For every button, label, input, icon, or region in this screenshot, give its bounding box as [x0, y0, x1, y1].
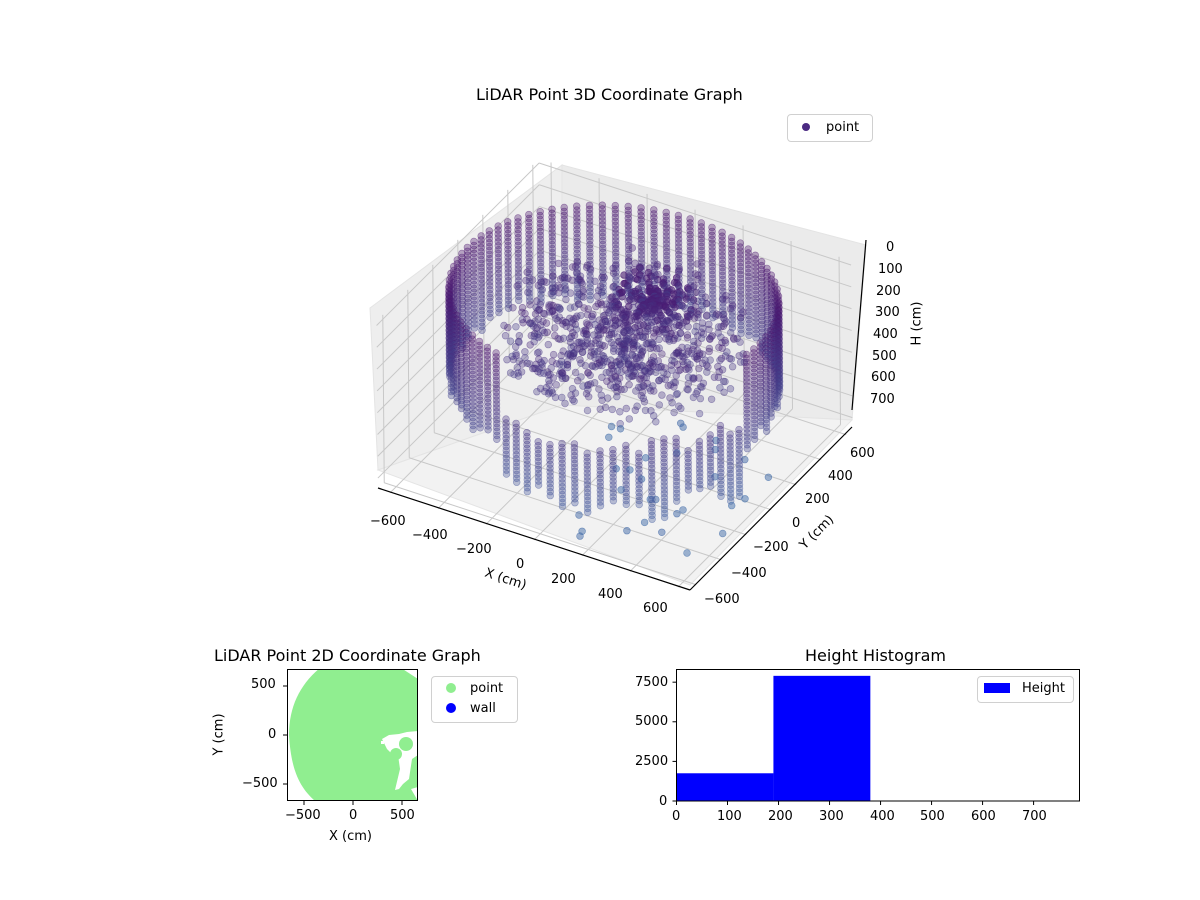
y-tick: −400: [731, 566, 767, 581]
legend-label: point: [826, 119, 860, 135]
x-tick: 400: [870, 809, 895, 824]
histogram-bar: [676, 773, 774, 801]
x-tick: −600: [370, 514, 406, 529]
y-tick: −200: [753, 540, 789, 555]
x-tick: −200: [456, 542, 492, 557]
z-tick: 700: [870, 392, 895, 407]
y-tick: 600: [850, 446, 875, 461]
z-tick: 300: [875, 305, 900, 320]
z-tick: 500: [872, 349, 897, 364]
legend-item-point: point: [788, 117, 872, 137]
z-tick: 600: [871, 370, 896, 385]
x-tick: 200: [768, 809, 793, 824]
y-tick: −600: [704, 592, 740, 607]
x-tick: −400: [412, 528, 448, 543]
x-tick: 200: [551, 572, 576, 587]
z-axis-label: H (cm): [909, 301, 925, 346]
wall-marker-icon: [446, 703, 456, 713]
histogram-bar: [773, 675, 871, 801]
x-tick: 600: [643, 601, 668, 616]
y-tick: 500: [251, 677, 276, 692]
x-tick: 600: [971, 809, 996, 824]
legend-3d: point: [787, 114, 873, 142]
x-tick: 100: [717, 809, 742, 824]
point-cloud: [445, 201, 784, 557]
legend-item-height: Height: [978, 678, 1073, 698]
z-tick: 0: [886, 240, 895, 255]
legend-label: Height: [1022, 680, 1065, 696]
x-tick: 300: [819, 809, 844, 824]
legend-label: wall: [470, 700, 496, 716]
chart-2d-plot: [287, 669, 418, 801]
y-tick: 400: [828, 469, 853, 484]
x-tick: 0: [672, 809, 681, 824]
z-tick: 400: [873, 327, 898, 342]
y-tick: 200: [805, 492, 830, 507]
z-tick: 200: [876, 284, 901, 299]
x-tick: 0: [516, 557, 525, 572]
histogram-title: Height Histogram: [805, 646, 946, 665]
chart-3d-plot: [369, 162, 867, 591]
legend-item-point: point: [432, 678, 517, 698]
height-swatch-icon: [984, 683, 1011, 693]
x-tick: 500: [390, 808, 415, 823]
y-tick: −500: [242, 776, 278, 791]
x-tick: 400: [598, 587, 623, 602]
y-axis-label: Y (cm): [211, 713, 227, 756]
legend-label: point: [470, 680, 504, 696]
chart-3d-title: LiDAR Point 3D Coordinate Graph: [476, 85, 743, 104]
y-tick: 7500: [635, 675, 669, 690]
y-tick: 0: [268, 727, 277, 742]
y-tick: 0: [659, 794, 668, 809]
legend-histogram: Height: [977, 676, 1074, 703]
x-tick: 700: [1022, 809, 1047, 824]
chart-2d-title: LiDAR Point 2D Coordinate Graph: [214, 646, 481, 665]
x-tick: −500: [285, 808, 321, 823]
x-tick: 0: [349, 808, 358, 823]
x-tick: 500: [920, 809, 945, 824]
y-tick: 5000: [635, 714, 669, 729]
legend-2d: point wall: [431, 676, 518, 723]
chart-2d-ticks: [283, 685, 403, 805]
axis-lines: [377, 239, 867, 591]
point-marker-icon: [446, 683, 456, 693]
y-tick: 2500: [635, 754, 669, 769]
y-tick: 0: [792, 516, 801, 531]
z-tick: 100: [878, 262, 903, 277]
x-axis-label: X (cm): [329, 829, 372, 844]
legend-item-wall: wall: [432, 698, 517, 718]
point-marker-icon: [802, 123, 810, 131]
